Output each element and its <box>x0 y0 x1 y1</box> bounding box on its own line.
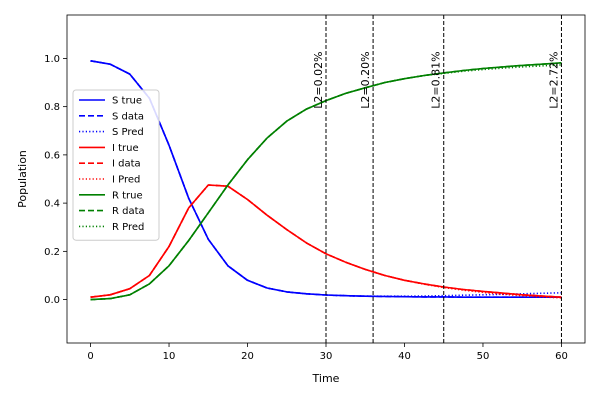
y-tick-label: 0.0 <box>44 295 60 306</box>
legend-box <box>72 89 160 241</box>
y-tick-label: 0.8 <box>44 102 60 113</box>
legend-label-i-true: I true <box>112 143 139 154</box>
series-line-i-pred <box>90 184 562 299</box>
y-tick-label: 0.4 <box>44 199 60 210</box>
x-axis-label: Time <box>312 372 340 385</box>
vline-label-0: L2=0.02% <box>312 51 325 108</box>
y-tick-label: 0.6 <box>44 150 60 161</box>
x-tick-label: 0 <box>87 351 93 362</box>
legend-label-s-true: S true <box>112 96 142 107</box>
y-axis-label: Population <box>16 150 29 208</box>
x-tick-label: 10 <box>163 351 176 362</box>
x-tick-label: 20 <box>241 351 254 362</box>
vline-layer: L2=0.02% L2=0.20% L2=0.81% L2=2.72% <box>312 15 562 343</box>
legend-label-r-data: R data <box>112 206 145 217</box>
legend-label-s-pred: S Pred <box>112 127 144 138</box>
x-tick-label: 40 <box>398 351 411 362</box>
vline-label-3: L2=2.72% <box>547 51 560 108</box>
vline-label-2: L2=0.81% <box>430 51 443 108</box>
legend-label-s-data: S data <box>112 111 144 122</box>
vline-label-1: L2=0.20% <box>359 51 372 108</box>
y-tick-label: 1.0 <box>44 54 60 65</box>
x-tick-label: 30 <box>320 351 333 362</box>
x-axis: 0 10 20 30 40 50 60 <box>87 343 568 362</box>
legend: S true S data S Pred I true I data I Pred R tr… <box>72 89 160 241</box>
legend-label-i-pred: I Pred <box>112 175 140 186</box>
y-axis: 0.0 0.2 0.4 0.6 0.8 1.0 <box>44 54 67 306</box>
x-tick-label: 60 <box>555 351 568 362</box>
legend-label-r-true: R true <box>112 190 143 201</box>
legend-label-i-data: I data <box>112 159 141 170</box>
legend-label-r-pred: R Pred <box>112 222 144 233</box>
x-tick-label: 50 <box>477 351 490 362</box>
series-line-s-pred <box>90 60 562 298</box>
y-tick-label: 0.2 <box>44 247 60 258</box>
